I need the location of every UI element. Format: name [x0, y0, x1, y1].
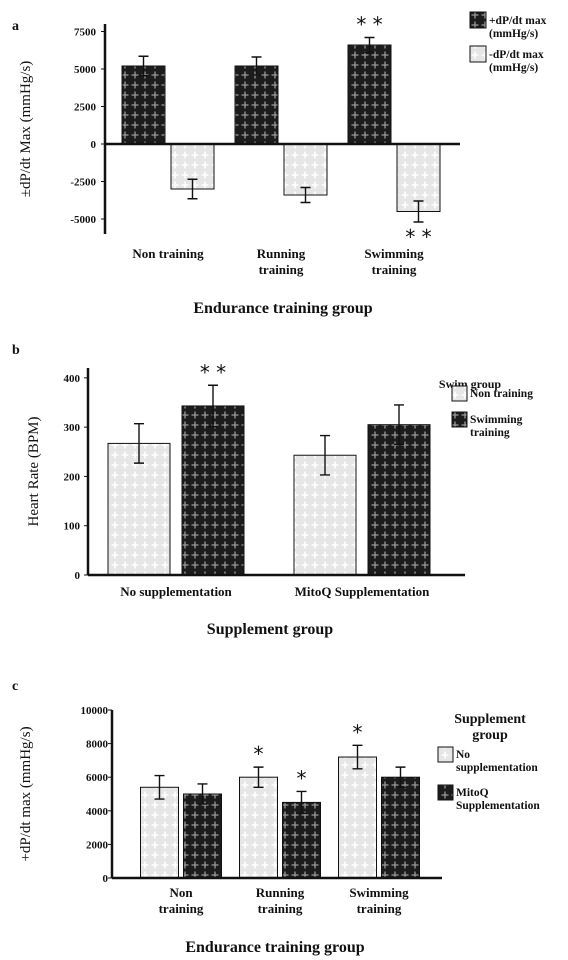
x-tick-label: Non [169, 885, 193, 900]
x-tick-label: No supplementation [120, 584, 232, 599]
y-tick-label: 0 [91, 139, 97, 151]
legend-entry: Non training [470, 388, 533, 400]
x-tick-label: training [372, 262, 417, 277]
x-tick-label: training [357, 901, 402, 916]
y-tick-label: 0 [75, 570, 81, 582]
bar [140, 786, 179, 879]
y-tick-label: 5000 [74, 64, 97, 76]
bar [239, 776, 278, 879]
legend-title: Supplement [454, 712, 526, 727]
y-tick-label: 300 [64, 422, 81, 434]
legend-entry: No [456, 749, 470, 761]
y-tick-label: -2500 [70, 177, 96, 189]
x-axis-label: Endurance training group [185, 939, 364, 956]
legend-swatch [469, 45, 487, 63]
y-axis-label: +dP/dt max (mmHg/s) [18, 726, 34, 861]
y-tick-label: 400 [64, 373, 81, 385]
panel-label: a [12, 19, 19, 34]
error-bar [253, 766, 264, 788]
y-tick-label: 200 [64, 471, 81, 483]
legend-swatch [469, 11, 487, 29]
y-tick-label: 8000 [86, 739, 109, 751]
error-bar [395, 766, 406, 788]
significance-mark: * [254, 742, 264, 766]
bar [338, 756, 377, 879]
legend-swatch [437, 784, 454, 801]
legend-entry: MitoQ [456, 787, 489, 799]
error-bar [364, 36, 375, 54]
y-axis-label: Heart Rate (BPM) [26, 417, 42, 527]
significance-mark: * * [200, 360, 226, 384]
error-bar [251, 56, 262, 76]
chart-panel-a: a * * * * 7500 5000 2500 0 -2500 -5000 ±dP/dt Max… [12, 11, 547, 317]
bar [234, 65, 279, 145]
legend-entry: +dP/dt max [489, 15, 547, 27]
x-tick-label: Non training [132, 246, 204, 261]
error-bar [154, 774, 165, 800]
x-axis-label: Endurance training group [193, 300, 372, 317]
error-bar [352, 744, 363, 770]
chart-panel-b: b * * 400 300 200 100 0 Heart Rate (BPM) No supp… [12, 343, 533, 638]
legend-entry: (mmHg/s) [489, 62, 538, 74]
legend-entry: supplementation [456, 762, 538, 774]
chart-panel-c: c * * * 10000 8000 6000 4000 2000 0 +dP/dt max (mm… [12, 679, 540, 956]
y-tick-label: 0 [103, 873, 109, 885]
legend-entry: training [470, 427, 510, 439]
legend-entry: Supplementation [456, 800, 540, 812]
error-bar [187, 178, 198, 200]
y-tick-label: 100 [64, 521, 81, 533]
legend-swatch [451, 385, 468, 402]
x-tick-label: Running [256, 885, 305, 900]
panel-label: c [12, 679, 18, 694]
error-bar [413, 200, 424, 223]
error-bar [197, 783, 208, 805]
error-bar [320, 434, 330, 476]
bar [367, 424, 431, 576]
x-tick-label: Running [257, 246, 306, 261]
bar [181, 405, 245, 576]
x-tick-label: training [159, 901, 204, 916]
error-bar [296, 790, 307, 815]
legend-entry: (mmHg/s) [489, 28, 538, 40]
bar [347, 44, 392, 145]
error-bar [208, 384, 218, 428]
y-tick-label: -5000 [70, 214, 96, 226]
x-tick-label: training [258, 901, 303, 916]
error-bar [134, 422, 144, 464]
error-bar [138, 55, 149, 77]
significance-mark: * * [405, 225, 431, 249]
legend-entry: -dP/dt max [489, 49, 544, 61]
legend-entry: Swimming [470, 414, 523, 426]
y-tick-label: 10000 [81, 705, 109, 717]
significance-mark: * [353, 720, 363, 744]
error-bar [300, 186, 311, 204]
significance-mark: * * [356, 13, 382, 37]
y-axis-label: ±dP/dt Max (mmHg/s) [18, 61, 34, 198]
bar [183, 793, 222, 879]
y-tick-label: 2500 [74, 102, 97, 114]
x-tick-label: training [259, 262, 304, 277]
y-tick-label: 2000 [86, 839, 109, 851]
x-tick-label: Swimming [349, 885, 409, 900]
y-tick-label: 7500 [74, 27, 97, 39]
legend-title: group [472, 728, 508, 743]
error-bar [394, 404, 404, 446]
y-tick-label: 4000 [86, 806, 109, 818]
bar [381, 776, 420, 879]
legend-swatch [451, 411, 468, 428]
significance-mark: * [297, 766, 307, 790]
panel-label: b [12, 343, 20, 358]
y-tick-label: 6000 [86, 772, 109, 784]
bar [396, 143, 441, 212]
bar [121, 65, 166, 145]
legend-swatch [437, 746, 454, 763]
x-tick-label: Swimming [364, 246, 424, 261]
x-tick-label: MitoQ Supplementation [295, 584, 430, 599]
x-axis-label: Supplement group [207, 621, 334, 638]
